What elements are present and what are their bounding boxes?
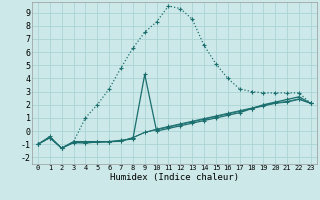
X-axis label: Humidex (Indice chaleur): Humidex (Indice chaleur) — [110, 173, 239, 182]
